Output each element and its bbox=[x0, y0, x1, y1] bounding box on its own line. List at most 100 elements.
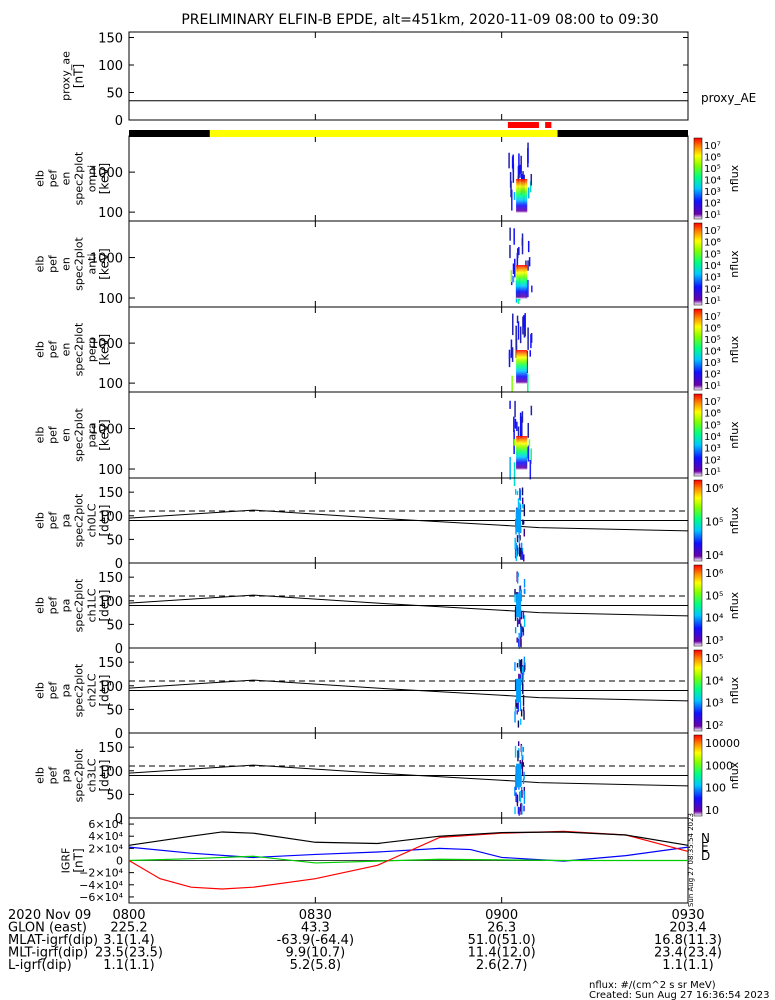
colorbar-label: nflux bbox=[728, 676, 741, 704]
footer-row-label: GLON (east) bbox=[8, 921, 87, 936]
pitch-spectrogram-cell bbox=[514, 679, 517, 690]
pitch-spectrogram-cell bbox=[518, 632, 520, 640]
spectrogram-core bbox=[516, 265, 528, 299]
spectrogram-cell bbox=[517, 426, 520, 441]
y-tick-label: −6×10⁴ bbox=[79, 891, 123, 904]
pitch-spectrogram-cell bbox=[522, 665, 525, 675]
footer-row-value: 9.9(10.7) bbox=[285, 946, 345, 961]
spectrogram-cell bbox=[508, 352, 511, 359]
pitch-spectrogram-cell bbox=[517, 702, 519, 712]
pitch-spectrogram-cell bbox=[519, 759, 521, 767]
pitch-spectrogram-cell bbox=[517, 720, 520, 728]
y-axis-label: en bbox=[60, 343, 73, 357]
y-axis-label: pef bbox=[47, 425, 60, 444]
spectrogram-cell bbox=[527, 447, 529, 459]
pitch-spectrogram-cell bbox=[519, 674, 522, 681]
pitch-spectrogram-cell bbox=[518, 673, 520, 684]
footer-row-value: 43.3 bbox=[301, 921, 330, 936]
igrf-legend-D: D bbox=[701, 849, 710, 863]
pitch-spectrogram-cell bbox=[516, 637, 518, 643]
colorbar-tick-label: 10⁴ bbox=[705, 674, 724, 687]
y-axis-label: spec2plot bbox=[73, 748, 86, 802]
colorbar bbox=[693, 137, 703, 220]
pitch-spectrogram-cell bbox=[517, 638, 520, 647]
pitch-spectrogram-cell bbox=[514, 662, 516, 671]
colorbar-tick-label: 10¹ bbox=[704, 210, 721, 221]
pitch-spectrogram-cell bbox=[520, 745, 523, 757]
colorbar-tick-label: 10⁴ bbox=[705, 549, 724, 562]
y-axis-label: elb bbox=[34, 170, 47, 187]
pitch-spectrogram-cell bbox=[514, 540, 517, 545]
spectrogram-cell bbox=[528, 257, 531, 267]
spectrogram-cell bbox=[511, 156, 514, 169]
y-axis-label: proxy_ae bbox=[60, 51, 73, 101]
panel-igrf: IGRF [nT]6×10⁴4×10⁴2×10⁴0−2×10⁴−4×10⁴−6×1… bbox=[60, 813, 711, 907]
y-axis-label: pef bbox=[47, 511, 60, 530]
colorbar bbox=[693, 649, 703, 732]
proxy-ae-legend: proxy_AE bbox=[701, 91, 756, 105]
spectrogram-cell bbox=[516, 421, 518, 432]
pitch-spectrogram-cell bbox=[518, 538, 520, 543]
pitch-spectrogram-cell bbox=[522, 519, 525, 525]
y-axis-label: IGRF bbox=[60, 848, 73, 874]
colorbar-tick-label: 10⁴ bbox=[704, 261, 721, 272]
colorbar bbox=[693, 479, 703, 562]
y-tick-label: 0 bbox=[115, 642, 123, 657]
pitch-spectrogram-cell bbox=[523, 528, 525, 537]
colorbar-label: nflux bbox=[728, 421, 741, 449]
colorbar-tick-label: 10¹ bbox=[704, 296, 721, 307]
spectrogram-cell bbox=[527, 260, 529, 271]
pitch-spectrogram-cell bbox=[519, 502, 521, 509]
pitch-spectrogram-cell bbox=[524, 589, 526, 595]
y-tick-label: 100 bbox=[98, 292, 123, 307]
pitch-spectrogram-cell bbox=[521, 674, 524, 686]
pitch-spectrogram-cell bbox=[517, 750, 519, 762]
footer-group: 2020 Nov 09 0800 0830 0900 0930 GLON (east) 22… bbox=[8, 908, 769, 1000]
pitch-spectrogram-cell bbox=[517, 572, 519, 577]
pitch-spectrogram-cell bbox=[514, 745, 517, 758]
pitch-spectrogram-cell bbox=[522, 747, 525, 752]
pitch-spectrogram-cell bbox=[523, 771, 525, 780]
pitch-spectrogram-cell bbox=[514, 591, 516, 603]
panel-frame bbox=[128, 220, 689, 308]
spectrogram-cell bbox=[522, 316, 524, 335]
science-zone-marker bbox=[545, 122, 552, 128]
y-axis-label: ch1LC bbox=[86, 588, 99, 622]
spectrogram-cell bbox=[516, 248, 519, 259]
pitch-spectrogram-cell bbox=[514, 489, 517, 495]
pitch-spectrogram-cell bbox=[521, 666, 524, 674]
spectrogram-cell bbox=[513, 416, 515, 433]
y-tick-label: 100 bbox=[98, 206, 123, 221]
y-tick-label: 100 bbox=[98, 765, 123, 780]
spectrogram-cell bbox=[527, 422, 530, 438]
y-axis-label: en bbox=[60, 172, 73, 186]
spectrogram-cell bbox=[512, 163, 515, 183]
pitch-spectrogram-cell bbox=[523, 615, 526, 628]
y-axis-label: pef bbox=[47, 681, 60, 700]
pitch-spectrogram-cell bbox=[514, 706, 517, 712]
colorbar-tick-label: 10⁶ bbox=[704, 238, 721, 249]
igrf-legend-N: N bbox=[701, 831, 710, 845]
status-bar-yellow bbox=[209, 130, 558, 137]
pitch-spectrogram-cell bbox=[522, 626, 524, 633]
spectrogram-cell bbox=[518, 247, 520, 256]
spectrogram-cell bbox=[527, 373, 529, 393]
spectrogram-core bbox=[516, 350, 528, 384]
pitch-spectrogram-cell bbox=[518, 585, 521, 598]
spectrogram-cell bbox=[509, 172, 512, 188]
colorbar bbox=[693, 222, 703, 306]
igrf-series-E bbox=[128, 855, 688, 864]
pitch-spectrogram-cell bbox=[514, 606, 517, 616]
spectrogram-cell bbox=[527, 187, 530, 199]
colorbar-tick-label: 10³ bbox=[704, 358, 721, 369]
y-tick-label: 150 bbox=[98, 741, 123, 756]
pitch-spectrogram-cell bbox=[518, 619, 520, 625]
spectrogram-cell bbox=[513, 439, 516, 446]
colorbar-tick-label: 10² bbox=[704, 284, 721, 295]
pitch-spectrogram-cell bbox=[523, 656, 526, 666]
colorbar-tick-label: 10² bbox=[704, 455, 721, 466]
spectrogram-cell bbox=[517, 321, 520, 340]
pitch-spectrogram-cell bbox=[523, 795, 526, 804]
spectrogram-cell bbox=[521, 233, 524, 255]
pitch-spectrogram-core bbox=[516, 593, 522, 618]
